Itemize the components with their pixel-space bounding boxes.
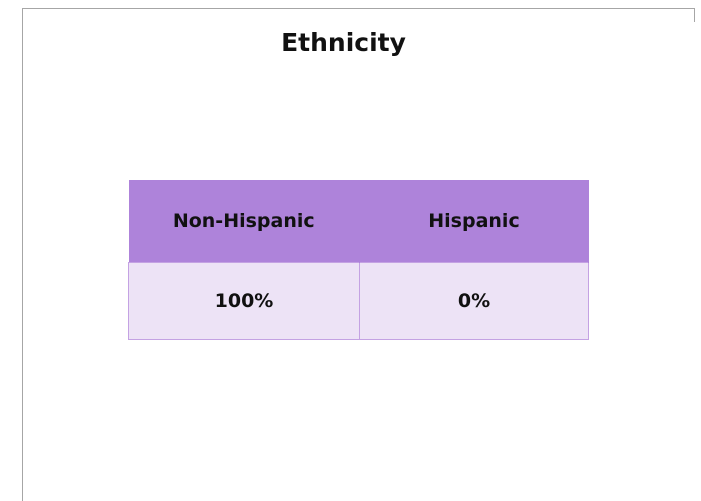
- header-cell: Non-Hispanic: [128, 180, 360, 263]
- header-row: Non-Hispanic Hispanic: [128, 180, 589, 263]
- data-cell: 0%: [359, 262, 589, 340]
- header-cell: Hispanic: [359, 180, 589, 263]
- title: Ethnicity: [281, 28, 406, 57]
- frame-border: [694, 8, 695, 22]
- ethnicity-table: Non-Hispanic Hispanic 100% 0%: [128, 180, 589, 340]
- data-row: 100% 0%: [128, 262, 589, 340]
- frame-border: [22, 8, 695, 9]
- data-cell: 100%: [128, 262, 360, 340]
- frame-border: [22, 8, 23, 501]
